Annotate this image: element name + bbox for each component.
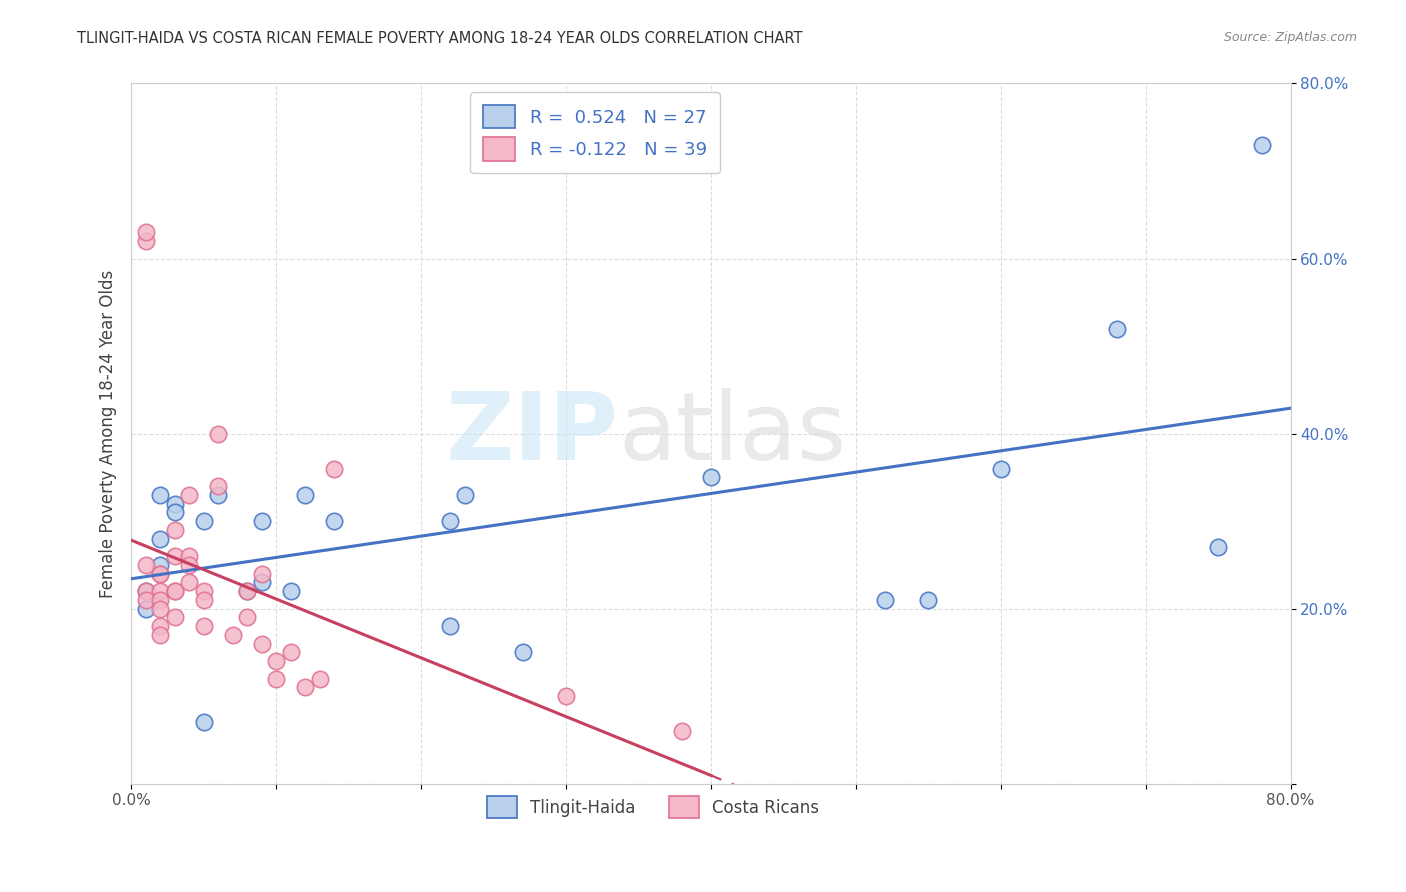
Point xyxy=(149,488,172,502)
Legend: Tlingit-Haida, Costa Ricans: Tlingit-Haida, Costa Ricans xyxy=(479,789,825,824)
Point xyxy=(149,593,172,607)
Point xyxy=(236,584,259,599)
Point xyxy=(555,689,578,703)
Point xyxy=(236,610,259,624)
Point xyxy=(990,461,1012,475)
Point xyxy=(163,505,186,519)
Point xyxy=(135,225,157,239)
Point xyxy=(149,532,172,546)
Point xyxy=(700,470,723,484)
Point xyxy=(250,575,273,590)
Point xyxy=(193,715,215,730)
Point xyxy=(149,628,172,642)
Point xyxy=(135,234,157,248)
Point xyxy=(193,593,215,607)
Point xyxy=(671,724,693,739)
Point xyxy=(264,654,287,668)
Point xyxy=(250,637,273,651)
Point xyxy=(439,619,461,633)
Point xyxy=(135,601,157,615)
Point xyxy=(308,672,330,686)
Point xyxy=(179,558,201,572)
Text: ZIP: ZIP xyxy=(446,388,619,480)
Point xyxy=(294,681,316,695)
Point xyxy=(149,566,172,581)
Point xyxy=(207,488,229,502)
Point xyxy=(250,566,273,581)
Point xyxy=(179,549,201,563)
Point xyxy=(193,584,215,599)
Text: atlas: atlas xyxy=(619,388,846,480)
Point xyxy=(149,619,172,633)
Point xyxy=(193,514,215,528)
Point xyxy=(917,593,939,607)
Point xyxy=(221,628,243,642)
Point xyxy=(323,461,346,475)
Point xyxy=(135,584,157,599)
Point xyxy=(453,488,475,502)
Y-axis label: Female Poverty Among 18-24 Year Olds: Female Poverty Among 18-24 Year Olds xyxy=(100,269,117,598)
Point xyxy=(179,575,201,590)
Point xyxy=(149,566,172,581)
Point xyxy=(280,645,302,659)
Point xyxy=(512,645,534,659)
Point xyxy=(163,584,186,599)
Point xyxy=(873,593,896,607)
Point xyxy=(1250,137,1272,152)
Point xyxy=(135,593,157,607)
Point xyxy=(163,523,186,537)
Point xyxy=(207,479,229,493)
Point xyxy=(1206,541,1229,555)
Point xyxy=(439,514,461,528)
Point xyxy=(149,584,172,599)
Point xyxy=(1105,321,1128,335)
Point xyxy=(236,584,259,599)
Point xyxy=(135,558,157,572)
Point xyxy=(323,514,346,528)
Point xyxy=(193,619,215,633)
Text: TLINGIT-HAIDA VS COSTA RICAN FEMALE POVERTY AMONG 18-24 YEAR OLDS CORRELATION CH: TLINGIT-HAIDA VS COSTA RICAN FEMALE POVE… xyxy=(77,31,803,46)
Point xyxy=(280,584,302,599)
Point xyxy=(294,488,316,502)
Point xyxy=(207,426,229,441)
Point xyxy=(135,584,157,599)
Point xyxy=(250,514,273,528)
Point xyxy=(179,488,201,502)
Point xyxy=(149,601,172,615)
Point xyxy=(264,672,287,686)
Point xyxy=(163,610,186,624)
Point xyxy=(149,558,172,572)
Point xyxy=(163,497,186,511)
Point xyxy=(163,549,186,563)
Text: Source: ZipAtlas.com: Source: ZipAtlas.com xyxy=(1223,31,1357,45)
Point xyxy=(163,584,186,599)
